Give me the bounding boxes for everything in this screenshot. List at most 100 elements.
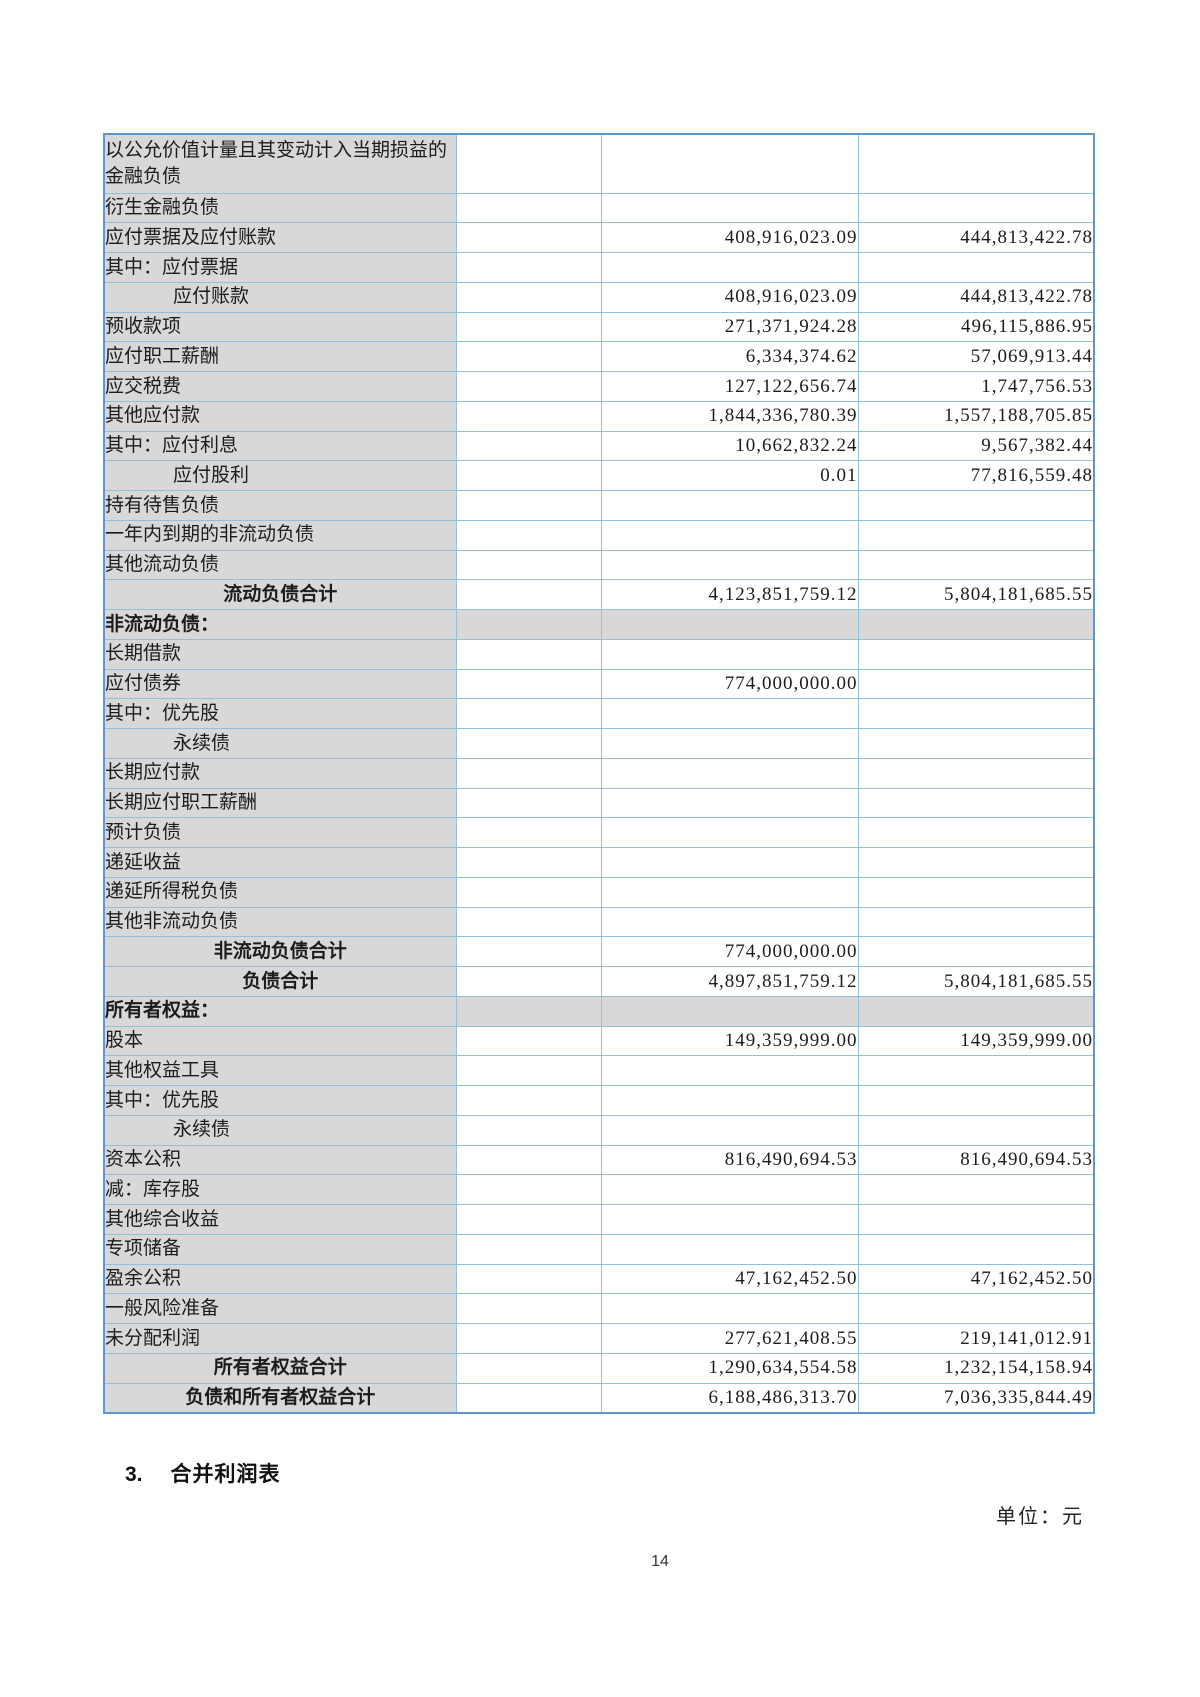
table-row: 未分配利润 277,621,408.55 219,141,012.91: [103, 1323, 1095, 1354]
row-label-cell: 长期应付职工薪酬: [103, 787, 457, 819]
table-row: 以公允价值计量且其变动计入当期损益的金融负债: [103, 133, 1095, 194]
row-value-current-cell: 774,000,000.00: [600, 936, 859, 967]
table-row: 其中：应付票据: [103, 252, 1095, 283]
row-note-cell: [455, 936, 602, 967]
section-heading-title: 合并利润表: [170, 1463, 281, 1486]
row-value-current-cell: 774,000,000.00: [600, 668, 859, 700]
row-label-cell: 其中：优先股: [103, 698, 457, 729]
balance-sheet-table: 以公允价值计量且其变动计入当期损益的金融负债 衍生金融负债 应付票据及应付账款 …: [103, 133, 1095, 1415]
row-note-cell: [455, 728, 602, 759]
row-note-cell: [455, 1293, 602, 1324]
row-value-current-cell: 6,188,486,313.70: [600, 1382, 859, 1414]
row-value-current-cell: [600, 876, 859, 908]
row-value-prior-cell: 496,115,886.95: [857, 311, 1095, 343]
table-row: 其中：优先股: [103, 698, 1095, 729]
row-value-prior-cell: 816,490,694.53: [857, 1144, 1095, 1176]
row-value-current-cell: [600, 1174, 859, 1205]
row-value-prior-cell: [857, 876, 1095, 908]
row-value-prior-cell: 444,813,422.78: [857, 281, 1095, 313]
row-value-current-cell: [600, 549, 859, 581]
row-value-current-cell: 4,123,851,759.12: [600, 579, 859, 610]
row-note-cell: [455, 638, 602, 670]
row-label-cell: 其他权益工具: [103, 1055, 457, 1086]
balance-sheet-table-body: 以公允价值计量且其变动计入当期损益的金融负债 衍生金融负债 应付票据及应付账款 …: [103, 133, 1095, 1414]
row-label-cell: 盈余公积: [103, 1263, 457, 1295]
row-note-cell: [455, 995, 602, 1027]
row-label-cell: 其他流动负债: [103, 549, 457, 581]
table-row: 非流动负债合计 774,000,000.00: [103, 936, 1095, 967]
row-note-cell: [455, 222, 602, 253]
row-value-prior-cell: [857, 1085, 1095, 1116]
row-value-prior-cell: 9,567,382.44: [857, 430, 1095, 462]
row-value-prior-cell: 219,141,012.91: [857, 1323, 1095, 1354]
row-note-cell: [455, 817, 602, 848]
row-note-cell: [455, 757, 602, 789]
table-row: 预计负债: [103, 817, 1095, 848]
row-note-cell: [455, 1174, 602, 1205]
row-label-cell: 其他应付款: [103, 400, 457, 432]
row-note-cell: [455, 519, 602, 551]
row-note-cell: [455, 1055, 602, 1086]
row-value-current-cell: [600, 817, 859, 848]
row-value-prior-cell: [857, 133, 1095, 194]
row-note-cell: [455, 133, 602, 194]
row-value-prior-cell: 1,557,188,705.85: [857, 400, 1095, 432]
row-value-prior-cell: 5,804,181,685.55: [857, 579, 1095, 610]
table-row: 递延收益: [103, 847, 1095, 878]
row-value-current-cell: [600, 1293, 859, 1324]
row-value-prior-cell: 5,804,181,685.55: [857, 966, 1095, 997]
table-row: 其中：优先股: [103, 1085, 1095, 1116]
row-value-prior-cell: 47,162,452.50: [857, 1263, 1095, 1295]
row-value-current-cell: [600, 638, 859, 670]
table-row: 长期应付款: [103, 757, 1095, 789]
row-label-cell: 一般风险准备: [103, 1293, 457, 1324]
row-value-current-cell: 6,334,374.62: [600, 341, 859, 372]
row-note-cell: [455, 490, 602, 521]
table-row: 永续债: [103, 1114, 1095, 1146]
row-value-current-cell: [600, 698, 859, 729]
table-row: 其他非流动负债: [103, 906, 1095, 938]
row-note-cell: [455, 371, 602, 402]
row-value-prior-cell: [857, 936, 1095, 967]
row-value-current-cell: [600, 1114, 859, 1146]
row-value-current-cell: 271,371,924.28: [600, 311, 859, 343]
row-label-cell: 所有者权益合计: [103, 1352, 457, 1384]
row-value-current-cell: 47,162,452.50: [600, 1263, 859, 1295]
row-label-cell: 未分配利润: [103, 1323, 457, 1354]
row-label-cell: 递延所得税负债: [103, 876, 457, 908]
table-row: 应交税费 127,122,656.74 1,747,756.53: [103, 371, 1095, 402]
row-value-prior-cell: [857, 728, 1095, 759]
row-value-prior-cell: 1,747,756.53: [857, 371, 1095, 402]
row-value-prior-cell: 149,359,999.00: [857, 1025, 1095, 1057]
table-row: 股本 149,359,999.00 149,359,999.00: [103, 1025, 1095, 1057]
row-value-current-cell: [600, 1055, 859, 1086]
section-heading: 3. 合并利润表: [125, 1458, 281, 1488]
row-note-cell: [455, 1025, 602, 1057]
row-label-cell: 非流动负债合计: [103, 936, 457, 967]
row-note-cell: [455, 192, 602, 224]
table-row: 应付账款 408,916,023.09 444,813,422.78: [103, 281, 1095, 313]
row-label-cell: 永续债: [103, 728, 457, 759]
row-value-current-cell: [600, 847, 859, 878]
row-value-prior-cell: [857, 1055, 1095, 1086]
table-row: 衍生金融负债: [103, 192, 1095, 224]
row-value-current-cell: [600, 519, 859, 551]
row-value-current-cell: [600, 192, 859, 224]
row-label-cell: 预收款项: [103, 311, 457, 343]
row-value-prior-cell: [857, 1114, 1095, 1146]
row-note-cell: [455, 847, 602, 878]
row-value-current-cell: 0.01: [600, 460, 859, 491]
table-row: 资本公积 816,490,694.53 816,490,694.53: [103, 1144, 1095, 1176]
row-value-prior-cell: [857, 757, 1095, 789]
row-label-cell: 衍生金融负债: [103, 192, 457, 224]
table-row: 应付股利 0.01 77,816,559.48: [103, 460, 1095, 491]
row-value-prior-cell: [857, 1174, 1095, 1205]
table-row: 其他权益工具: [103, 1055, 1095, 1086]
row-note-cell: [455, 1352, 602, 1384]
table-row: 预收款项 271,371,924.28 496,115,886.95: [103, 311, 1095, 343]
row-label-cell: 其中：应付票据: [103, 252, 457, 283]
row-label-cell: 负债合计: [103, 966, 457, 997]
row-note-cell: [455, 311, 602, 343]
row-label-cell: 以公允价值计量且其变动计入当期损益的金融负债: [103, 133, 457, 194]
row-value-current-cell: 816,490,694.53: [600, 1144, 859, 1176]
